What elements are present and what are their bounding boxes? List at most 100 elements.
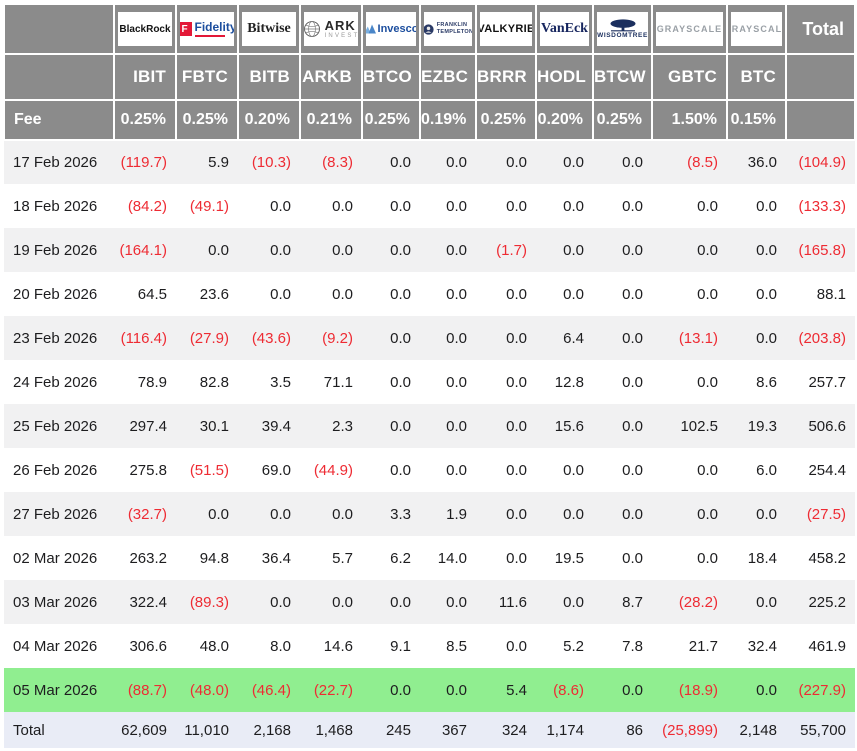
value-cell: (48.0) [189, 681, 229, 699]
value-cell: 0.0 [622, 154, 643, 171]
value-cell: 0.0 [622, 549, 643, 567]
table-row: 05 Mar 2026 (88.7) (48.0) (46.4) (22.7) 0.0 0.… [4, 668, 855, 712]
value-cell: 0.0 [563, 505, 584, 523]
totals-value-cell: 86 [626, 721, 643, 739]
totals-value-cell: 1,174 [546, 721, 584, 739]
fidelity-f-icon: F [180, 22, 192, 36]
value-cell: 0.0 [622, 461, 643, 479]
value-cell: 0.0 [390, 373, 411, 391]
ticker-hodl: HODL [535, 53, 594, 101]
blackrock-logo: BlackRock [118, 12, 172, 46]
etf-flow-table: BlackRock F Fidelity Bitwise ARK INVEST Invesc… [3, 3, 856, 748]
grayscale-logo: GRAYSCALE [656, 12, 723, 46]
value-cell: 8.0 [270, 637, 291, 655]
table-row: 04 Mar 2026 306.6 48.0 8.0 14.6 9.1 8.5 0.0 5.2 7… [4, 624, 855, 668]
fee-hodl: 0.20% [535, 99, 594, 141]
value-cell: (51.5) [189, 461, 229, 479]
value-cell: 5.4 [506, 681, 527, 699]
value-cell: 82.8 [199, 373, 229, 391]
value-cell: 0.0 [756, 197, 777, 215]
value-cell: 0.0 [446, 329, 467, 347]
logo-cell-ibit: BlackRock [113, 3, 177, 55]
row-total-cell: (104.9) [798, 154, 846, 171]
value-cell: 8.6 [756, 373, 777, 391]
ticker-header-row: IBIT FBTC BITB ARKB BTCO EZBC BRRR HODL BTCW GBTC… [3, 53, 856, 101]
value-cell: 0.0 [446, 593, 467, 611]
grand-total-cell: 55,700 [800, 721, 846, 739]
value-cell: (10.3) [251, 154, 291, 171]
value-cell: 0.0 [270, 241, 291, 259]
value-cell: 0.0 [697, 241, 718, 259]
value-cell: 322.4 [129, 593, 167, 611]
value-cell: (116.4) [120, 329, 167, 347]
value-cell: (164.1) [119, 241, 167, 259]
value-cell: 0.0 [506, 637, 527, 655]
value-cell: 0.0 [506, 417, 527, 435]
value-cell: 0.0 [506, 285, 527, 303]
value-cell: 36.0 [747, 154, 777, 171]
table-row: 17 Feb 2026 (119.7) 5.9 (10.3) (8.3) 0.0 0.0 0.… [4, 140, 855, 184]
value-cell: (49.1) [189, 197, 229, 215]
date-cell: 26 Feb 2026 [13, 461, 98, 479]
value-cell: 0.0 [332, 593, 353, 611]
value-cell: (89.3) [189, 593, 229, 611]
value-cell: 0.0 [697, 285, 718, 303]
ark-wordmark: ARK INVEST [304, 19, 358, 39]
table-row: 27 Feb 2026 (32.7) 0.0 0.0 0.0 3.3 1.9 0.0 0.0 0.… [4, 492, 855, 536]
table-row: 03 Mar 2026 322.4 (89.3) 0.0 0.0 0.0 0.0 11.6 0.… [4, 580, 855, 624]
vaneck-wordmark: VanEck [541, 21, 588, 36]
ark-logo: ARK INVEST [304, 12, 358, 46]
value-cell: 0.0 [390, 154, 411, 171]
value-cell: 0.0 [332, 197, 353, 215]
value-cell: 0.0 [563, 461, 584, 479]
value-cell: 0.0 [270, 285, 291, 303]
row-total-cell: 225.2 [808, 593, 846, 611]
value-cell: 0.0 [563, 154, 584, 171]
date-cell: 27 Feb 2026 [13, 505, 98, 523]
logo-cell-arkb: ARK INVEST [299, 3, 363, 55]
table-row: 24 Feb 2026 78.9 82.8 3.5 71.1 0.0 0.0 0.0 12.8 0… [4, 360, 855, 404]
fee-header-row: Fee 0.25% 0.25% 0.20% 0.21% 0.25% 0.19% 0.25% 0.… [3, 99, 856, 141]
value-cell: 0.0 [622, 373, 643, 391]
value-cell: 0.0 [622, 285, 643, 303]
value-cell: 30.1 [199, 417, 229, 435]
row-total-cell: 88.1 [816, 285, 846, 303]
value-cell: 0.0 [390, 241, 411, 259]
fee-label-cell: Fee [3, 99, 115, 141]
value-cell: 0.0 [622, 417, 643, 435]
row-total-cell: 461.9 [808, 637, 846, 655]
logo-cell-btco: Invesco [361, 3, 421, 55]
value-cell: 0.0 [446, 461, 467, 479]
value-cell: (8.6) [553, 681, 584, 699]
value-cell: (88.7) [127, 681, 167, 699]
value-cell: (8.3) [322, 154, 353, 171]
fee-bitb: 0.20% [237, 99, 301, 141]
date-cell: 04 Mar 2026 [13, 637, 98, 655]
value-cell: 21.7 [688, 637, 718, 655]
logo-cell-hodl: VanEck [535, 3, 594, 55]
ticker-fbtc: FBTC [175, 53, 239, 101]
row-total-cell: (227.9) [798, 681, 846, 699]
value-cell: 0.0 [446, 154, 467, 171]
wisdomtree-wordmark: WISDOMTREE [597, 19, 648, 40]
value-cell: 69.0 [261, 461, 291, 479]
value-cell: 0.0 [332, 241, 353, 259]
ticker-bitb: BITB [237, 53, 301, 101]
logo-cell-bitb: Bitwise [237, 3, 301, 55]
value-cell: 275.8 [129, 461, 167, 479]
value-cell: 0.0 [756, 593, 777, 611]
value-cell: 0.0 [506, 154, 527, 171]
ticker-btco: BTCO [361, 53, 421, 101]
totals-value-cell: 324 [501, 721, 527, 739]
date-cell: 20 Feb 2026 [13, 285, 98, 303]
value-cell: 0.0 [563, 593, 584, 611]
value-cell: 0.0 [390, 681, 411, 699]
grayscale-logo: GRAYSCALE [731, 12, 782, 46]
value-cell: 9.1 [390, 637, 411, 655]
date-cell: 24 Feb 2026 [13, 373, 98, 391]
franklin-templeton-wordmark: FRANKLIN TEMPLETON [424, 22, 472, 35]
value-cell: 0.0 [622, 329, 643, 347]
value-cell: 0.0 [622, 681, 643, 699]
value-cell: 306.6 [129, 637, 167, 655]
bitwise-logo: Bitwise [242, 12, 296, 46]
